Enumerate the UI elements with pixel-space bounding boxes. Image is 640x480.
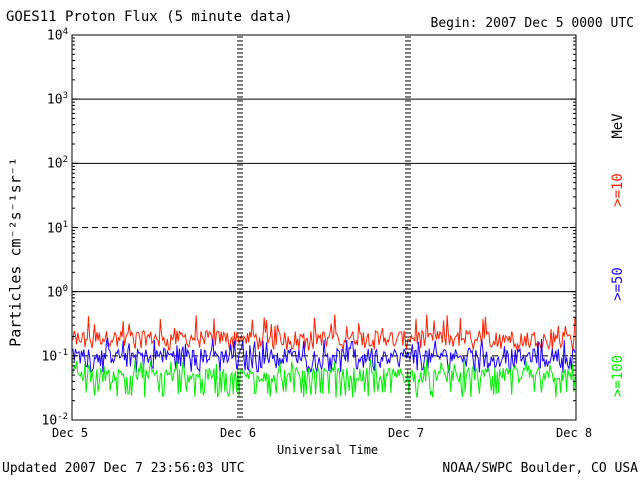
credit-label: NOAA/SWPC Boulder, CO USA (442, 461, 638, 476)
series-line-0 (72, 314, 576, 352)
y-tick-exponent: 4 (62, 27, 68, 37)
y-tick-exponent: -2 (57, 412, 68, 422)
x-tick-label: Dec 5 (52, 426, 89, 440)
series-line-1 (72, 336, 576, 374)
plot-frame (71, 34, 577, 421)
x-tick-label: Dec 7 (388, 426, 425, 440)
y-tick-label: 100 (46, 283, 68, 300)
y-tick-base: 10 (46, 284, 63, 300)
y-axis-label: Particles cm⁻²s⁻¹sr⁻¹ (6, 157, 25, 347)
y-tick-exponent: 1 (62, 219, 68, 230)
y-tick-exponent: -1 (57, 347, 68, 358)
x-tick-label: Dec 6 (220, 426, 257, 440)
y-tick-base: 10 (46, 28, 63, 44)
y-tick-label: 10-1 (41, 347, 69, 365)
x-axis-label: Universal Time (277, 443, 379, 457)
legend-series-2: >=100 (610, 354, 626, 398)
updated-timestamp: Updated 2007 Dec 7 23:56:03 UTC (2, 461, 245, 476)
y-tick-label: 102 (46, 155, 68, 172)
gridlines (72, 98, 576, 357)
legend-series-1: >=50 (610, 267, 626, 301)
y-tick-exponent: 3 (62, 91, 68, 102)
begin-label: Begin: 2007 Dec 5 0000 UTC (430, 16, 635, 31)
y-tick-label: 103 (46, 91, 68, 108)
legend-series-0: >=10 (610, 173, 626, 207)
y-tick-base: 10 (41, 349, 58, 365)
chart-title: GOES11 Proton Flux (5 minute data) (6, 9, 293, 25)
y-tick-base: 10 (41, 413, 58, 429)
legend-unit: MeV (610, 113, 626, 139)
series-layer (72, 314, 576, 399)
y-tick-exponent: 2 (62, 155, 68, 166)
y-tick-label: 104 (46, 27, 68, 44)
series-line-2 (72, 358, 576, 399)
x-tick-label: Dec 8 (556, 426, 593, 440)
y-tick-base: 10 (46, 156, 63, 172)
y-tick-label: 101 (46, 219, 68, 236)
y-tick-base: 10 (46, 92, 63, 108)
y-tick-exponent: 0 (62, 283, 68, 294)
y-tick-base: 10 (46, 220, 63, 236)
y-tick-label: 10-2 (41, 412, 69, 429)
